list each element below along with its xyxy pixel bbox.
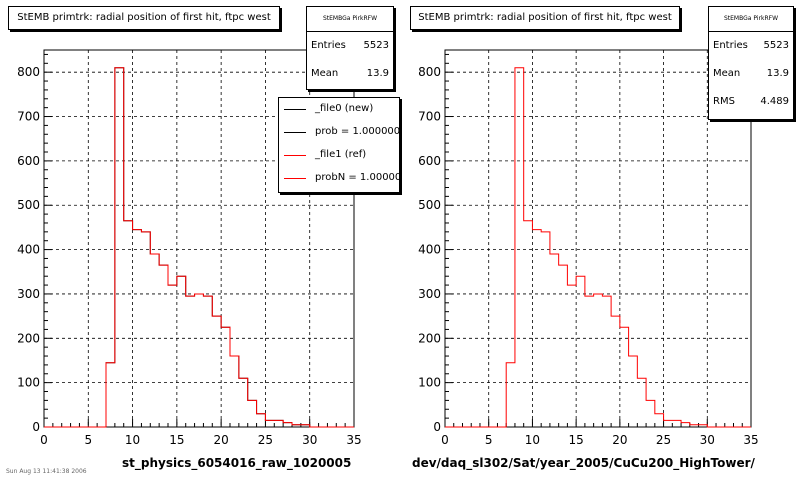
- y-tick-label: 200: [418, 331, 441, 345]
- footer-timestamp: Sun Aug 13 11:41:38 2006: [6, 468, 87, 475]
- y-tick-label: 100: [17, 376, 40, 390]
- x-tick-label: 0: [40, 433, 48, 447]
- legend-swatch: [284, 132, 306, 133]
- stats-row-entries: Entries 5523: [709, 32, 793, 60]
- legend-entry: prob = 1.000000: [279, 121, 399, 144]
- y-tick-label: 500: [17, 198, 40, 212]
- y-tick-label: 800: [17, 65, 40, 79]
- legend-swatch: [284, 109, 306, 110]
- y-tick-label: 600: [17, 154, 40, 168]
- stats-value: 13.9: [766, 68, 789, 79]
- y-tick-label: 700: [418, 110, 441, 124]
- stats-row-mean: Mean 13.9: [307, 60, 393, 88]
- stats-value: 13.9: [366, 68, 389, 79]
- stats-row-mean: Mean 13.9: [709, 60, 793, 88]
- y-tick-label: 200: [17, 331, 40, 345]
- y-tick-label: 600: [418, 154, 441, 168]
- x-axis-label-right: dev/daq_sl302/Sat/year_2005/CuCu200_High…: [412, 456, 755, 470]
- stats-value: 5523: [363, 40, 389, 51]
- y-tick-label: 800: [418, 65, 441, 79]
- x-tick-label: 15: [569, 433, 584, 447]
- x-tick-label: 35: [743, 433, 758, 447]
- y-tick-label: 0: [32, 420, 40, 434]
- x-tick-label: 35: [346, 433, 361, 447]
- histogram-series-1: [44, 67, 354, 428]
- plot-title-right: StEMB primtrk: radial position of first …: [410, 6, 680, 30]
- x-tick-label: 5: [84, 433, 92, 447]
- stats-label: Mean: [713, 68, 741, 79]
- stats-header: StEMBGa PirkRFW: [709, 7, 793, 32]
- stats-label: Entries: [713, 40, 748, 51]
- y-tick-label: 0: [433, 420, 441, 434]
- stats-header: StEMBGa PirkRFW: [307, 7, 393, 32]
- stats-row-rms: RMS 4.489: [709, 88, 793, 116]
- legend-swatch: [284, 178, 306, 179]
- x-tick-label: 20: [612, 433, 627, 447]
- x-tick-label: 30: [700, 433, 715, 447]
- legend-label: prob = 1.000000: [315, 126, 400, 137]
- y-tick-label: 300: [17, 287, 40, 301]
- histogram-panel-right: 0 5 10 15 20 25 30 35 0 100 200 300 400 500 600 700 800 …: [400, 0, 800, 480]
- legend-entry: _file1 (ref): [279, 144, 399, 167]
- plot-frame: [444, 49, 752, 428]
- histogram-plot-right: 0 5 10 15 20 25 30 35 0 100 200 300 400 500 600 700 800: [418, 49, 759, 447]
- x-tick-label: 5: [485, 433, 493, 447]
- x-tick-label: 10: [125, 433, 140, 447]
- y-tick-label: 300: [418, 287, 441, 301]
- legend-label: _file0 (new): [315, 103, 374, 114]
- histogram-series-0: [445, 67, 751, 428]
- x-tick-label: 25: [656, 433, 671, 447]
- stats-row-entries: Entries 5523: [307, 32, 393, 60]
- x-tick-label: 0: [441, 433, 449, 447]
- stats-box-right: StEMBGa PirkRFW Entries 5523 Mean 13.9 R…: [708, 6, 794, 120]
- legend-label: probN = 1.000000: [315, 172, 400, 183]
- legend-entry: _file0 (new): [279, 98, 399, 121]
- y-tick-label: 700: [17, 110, 40, 124]
- stats-label: Mean: [311, 68, 339, 79]
- legend-entry: probN = 1.000000: [279, 167, 399, 190]
- x-tick-label: 30: [302, 433, 317, 447]
- legend-box: _file0 (new) prob = 1.000000 _file1 (ref…: [278, 97, 400, 193]
- x-axis-label-left: st_physics_6054016_raw_1020005: [122, 456, 352, 470]
- histogram-panel-left: 0 5 10 15 20 25 30 35 0 100 200 300 400 500 600 700 800 …: [8, 6, 400, 470]
- x-tick-label: 10: [525, 433, 540, 447]
- y-tick-label: 400: [17, 243, 40, 257]
- x-tick-label: 25: [258, 433, 273, 447]
- stats-value: 5523: [763, 40, 789, 51]
- plot-title-left: StEMB primtrk: radial position of first …: [8, 6, 280, 30]
- stats-label: Entries: [311, 40, 346, 51]
- y-tick-label: 500: [418, 198, 441, 212]
- stats-value: 4.489: [760, 96, 789, 107]
- legend-swatch: [284, 155, 306, 156]
- stats-box-left: StEMBGa PirkRFW Entries 5523 Mean 13.9: [306, 6, 394, 90]
- y-tick-label: 100: [418, 376, 441, 390]
- x-tick-label: 15: [169, 433, 184, 447]
- stats-label: RMS: [713, 96, 735, 107]
- legend-label: _file1 (ref): [315, 149, 367, 160]
- y-tick-label: 400: [418, 243, 441, 257]
- x-tick-label: 20: [214, 433, 229, 447]
